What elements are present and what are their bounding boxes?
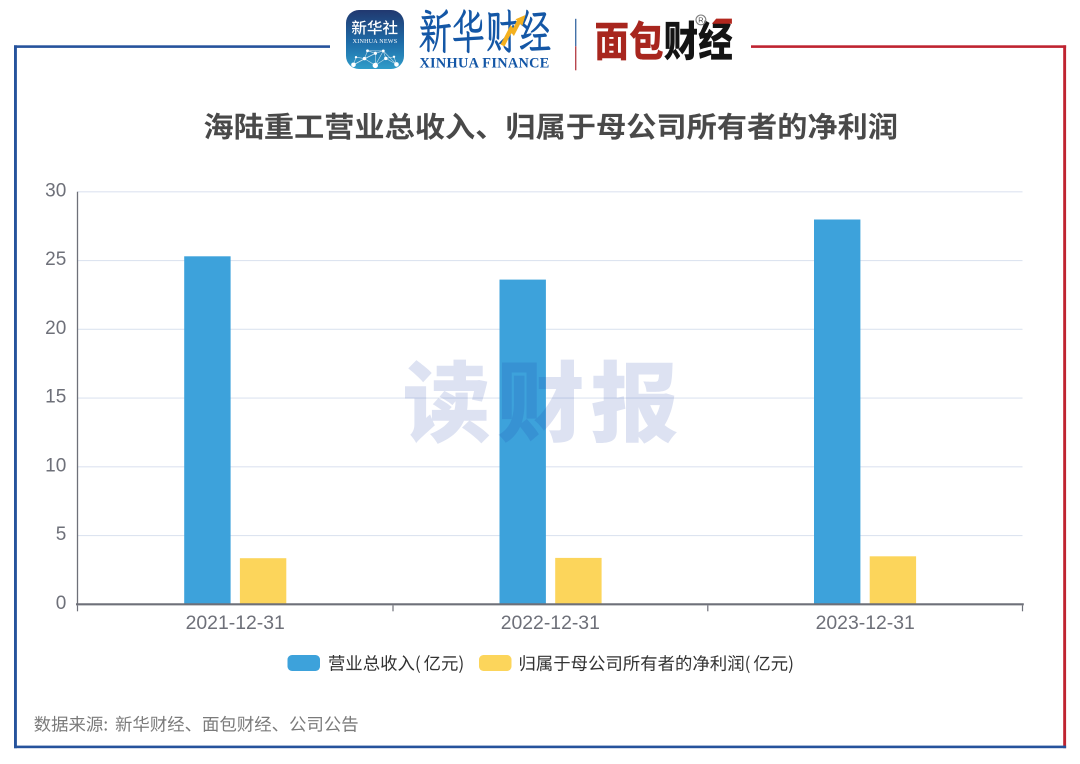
svg-text:R: R [698, 16, 703, 25]
svg-text:2021-12-31: 2021-12-31 [186, 612, 285, 634]
svg-text:10: 10 [45, 455, 66, 476]
svg-text:25: 25 [45, 249, 66, 270]
svg-text:2023-12-31: 2023-12-31 [816, 612, 915, 634]
svg-text:XINHUA NEWS: XINHUA NEWS [353, 39, 398, 45]
svg-text:15: 15 [45, 387, 66, 408]
svg-text:0: 0 [56, 593, 67, 614]
svg-text:5: 5 [56, 524, 67, 545]
svg-text:2022-12-31: 2022-12-31 [501, 612, 600, 634]
svg-text:XINHUA FINANCE: XINHUA FINANCE [419, 55, 549, 71]
svg-text:20: 20 [45, 318, 66, 339]
svg-text:30: 30 [45, 180, 66, 201]
